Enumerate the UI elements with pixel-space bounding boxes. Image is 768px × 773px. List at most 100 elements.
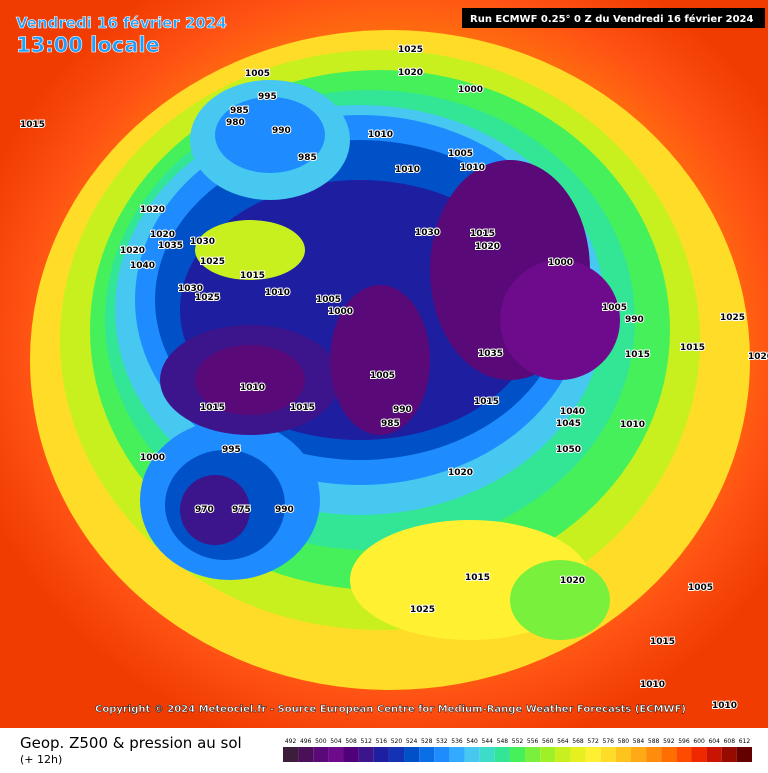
legend-swatch xyxy=(313,747,329,762)
legend-label: 584 xyxy=(633,738,645,745)
pressure-label: 990 xyxy=(272,126,291,136)
pressure-label: 990 xyxy=(393,405,412,415)
pressure-label: 975 xyxy=(232,505,251,515)
pressure-label: 990 xyxy=(625,315,644,325)
pressure-label: 995 xyxy=(222,445,241,455)
pressure-label: 1015 xyxy=(465,573,490,583)
pressure-label: 1005 xyxy=(370,371,395,381)
time: 13:00 locale xyxy=(16,33,160,57)
legend-swatch xyxy=(525,747,541,762)
legend-swatch xyxy=(449,747,465,762)
footer-title: Geop. Z500 & pression au sol xyxy=(20,734,242,752)
date: Vendredi 16 février 2024 xyxy=(16,14,227,32)
legend-swatch xyxy=(661,747,677,762)
legend-label: 532 xyxy=(436,738,448,745)
legend-label: 588 xyxy=(648,738,660,745)
legend-label: 536 xyxy=(451,738,463,745)
pressure-label: 1010 xyxy=(620,420,645,430)
pressure-label: 985 xyxy=(230,106,249,116)
legend-label: 528 xyxy=(421,738,433,745)
legend-swatch xyxy=(600,747,616,762)
legend-label: 524 xyxy=(406,738,418,745)
pressure-label: 980 xyxy=(226,118,245,128)
geopotential-field xyxy=(30,30,750,690)
pressure-label: 1015 xyxy=(650,637,675,647)
legend-label: 540 xyxy=(466,738,478,745)
legend-swatch xyxy=(706,747,722,762)
pressure-label: 1015 xyxy=(470,229,495,239)
legend-label: 612 xyxy=(739,738,751,745)
legend-swatch xyxy=(630,747,647,762)
legend-label: 516 xyxy=(376,738,388,745)
pressure-label: 1015 xyxy=(625,350,650,360)
pressure-label: 1050 xyxy=(556,445,581,455)
pressure-label: 1000 xyxy=(458,85,483,95)
pressure-label: 995 xyxy=(258,92,277,102)
legend-swatch xyxy=(388,747,405,762)
pressure-label: 970 xyxy=(195,505,214,515)
pressure-label: 1020 xyxy=(475,242,500,252)
pressure-label: 1035 xyxy=(158,241,183,251)
legend-label: 548 xyxy=(497,738,509,745)
run-info: Run ECMWF 0.25° 0 Z du Vendredi 16 févri… xyxy=(470,13,753,25)
legend-swatch xyxy=(509,747,526,762)
pressure-label: 1005 xyxy=(448,149,473,159)
pressure-label: 1005 xyxy=(602,303,627,313)
pressure-label: 1025 xyxy=(720,313,745,323)
legend-label: 512 xyxy=(360,738,372,745)
pressure-label: 1020 xyxy=(560,576,585,586)
pressure-label: 1020 xyxy=(120,246,145,256)
legend-swatch xyxy=(691,747,707,762)
pressure-label: 1020 xyxy=(748,352,768,362)
legend-label: 568 xyxy=(572,738,584,745)
pressure-label: 1005 xyxy=(245,69,270,79)
legend-swatch xyxy=(343,747,359,762)
pressure-label: 1000 xyxy=(328,307,353,317)
pressure-label: 1030 xyxy=(178,284,203,294)
pressure-label: 990 xyxy=(275,505,294,515)
legend-swatch xyxy=(736,747,752,762)
pressure-label: 1015 xyxy=(240,271,265,281)
legend-swatch xyxy=(283,747,299,762)
pressure-label: 1040 xyxy=(130,261,155,271)
legend-swatch xyxy=(721,747,737,762)
legend-label: 608 xyxy=(724,738,736,745)
legend-swatch xyxy=(328,747,344,762)
pressure-label: 1005 xyxy=(688,583,713,593)
legend-swatch xyxy=(676,747,692,762)
pressure-label: 1010 xyxy=(368,130,393,140)
pressure-label: 1020 xyxy=(140,205,165,215)
legend-swatch xyxy=(434,747,450,762)
pressure-label: 1020 xyxy=(398,68,423,78)
pressure-label: 1010 xyxy=(265,288,290,298)
legend-swatch xyxy=(358,747,374,762)
legend-swatch xyxy=(615,747,631,762)
pressure-label: 1025 xyxy=(195,293,220,303)
pressure-label: 1040 xyxy=(560,407,585,417)
pressure-label: 1015 xyxy=(200,403,225,413)
pressure-label: 1000 xyxy=(140,453,165,463)
pressure-label: 1015 xyxy=(20,120,45,130)
legend-label: 572 xyxy=(587,738,599,745)
pressure-label: 1000 xyxy=(548,258,573,268)
legend-label: 500 xyxy=(315,738,327,745)
pressure-label: 1010 xyxy=(640,680,665,690)
legend-label: 604 xyxy=(708,738,720,745)
legend-swatch xyxy=(373,747,389,762)
pressure-label: 1015 xyxy=(680,343,705,353)
legend-label: 504 xyxy=(330,738,342,745)
legend-swatch xyxy=(298,747,314,762)
legend-label: 592 xyxy=(663,738,675,745)
legend-swatch xyxy=(404,747,420,762)
pressure-label: 1005 xyxy=(316,295,341,305)
footer-subtitle: (+ 12h) xyxy=(20,753,62,766)
pressure-label: 985 xyxy=(298,153,317,163)
legend-label: 580 xyxy=(618,738,630,745)
legend-label: 492 xyxy=(285,738,297,745)
legend-label: 564 xyxy=(557,738,569,745)
legend-swatch xyxy=(540,747,556,762)
legend: 492 496 500 504 508 512 516 520 524 528 532 536 540 5… xyxy=(283,738,752,762)
pressure-label: 1045 xyxy=(556,419,581,429)
